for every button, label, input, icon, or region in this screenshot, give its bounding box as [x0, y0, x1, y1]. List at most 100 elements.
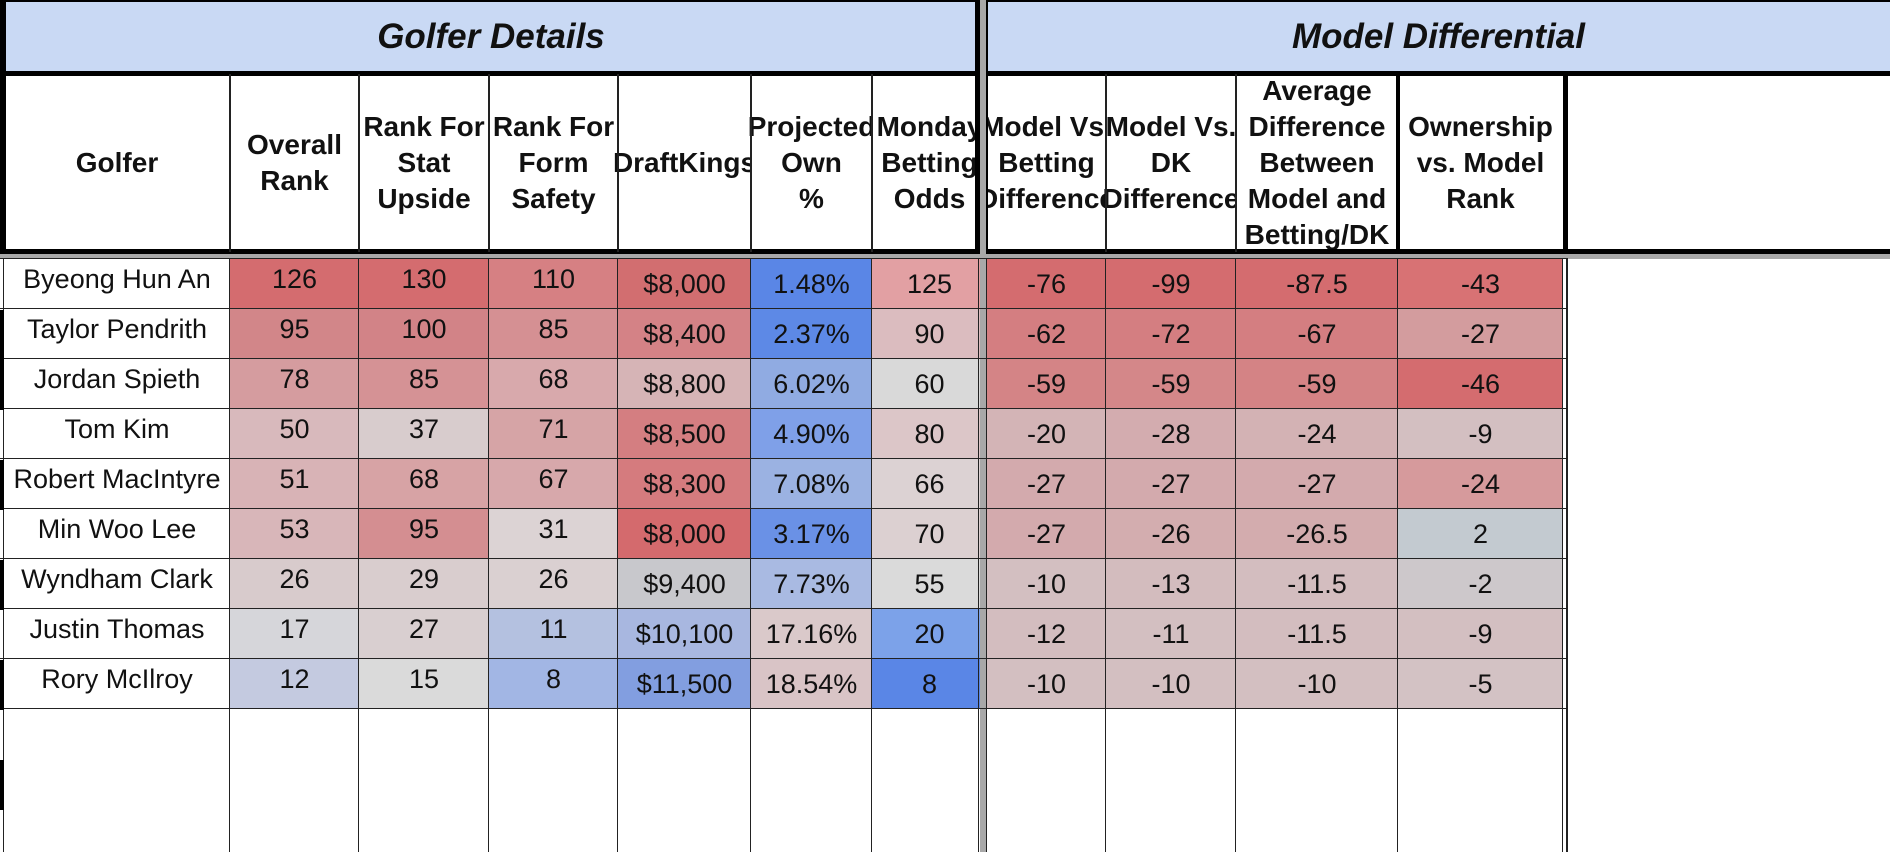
grid-line [488, 259, 489, 852]
cell-overall-rank: 126 [230, 259, 359, 309]
cell-golfer: Rory McIlroy [4, 659, 230, 709]
grid-line [871, 74, 873, 252]
cell-average-difference: -11.5 [1236, 559, 1398, 609]
grid-line [1396, 74, 1400, 254]
cell-average-difference: -87.5 [1236, 259, 1398, 309]
cell-projected-own: 7.08% [751, 459, 872, 509]
grid-line [1563, 74, 1568, 254]
cell-rank-stat-upside: 27 [359, 609, 489, 659]
cell-draftkings: $10,100 [618, 609, 751, 659]
cell-overall-rank: 12 [230, 659, 359, 709]
grid-line [1397, 259, 1398, 852]
cell-average-difference: -26.5 [1236, 509, 1398, 559]
cell-rank-form-safety: 71 [489, 409, 618, 459]
cell-ownership-vs-model-rank: -27 [1398, 309, 1563, 359]
grid-line [975, 0, 980, 254]
cell-golfer: Justin Thomas [4, 609, 230, 659]
cell-average-difference: -27 [1236, 459, 1398, 509]
grid-line [1235, 259, 1236, 852]
grid-line [0, 458, 1568, 459]
grid-line [1105, 259, 1106, 852]
grid-line [0, 560, 4, 610]
cell-model-vs-dk: -13 [1106, 559, 1236, 609]
cell-overall-rank: 26 [230, 559, 359, 609]
cell-projected-own: 7.73% [751, 559, 872, 609]
cell-model-vs-betting: -27 [987, 509, 1106, 559]
cell-model-vs-dk: -28 [1106, 409, 1236, 459]
cell-average-difference: -24 [1236, 409, 1398, 459]
cell-monday-betting-odds: 66 [872, 459, 987, 509]
grid-line [617, 74, 619, 252]
cell-golfer: Tom Kim [4, 409, 230, 459]
cell-rank-stat-upside: 37 [359, 409, 489, 459]
cell-model-vs-betting: -59 [987, 359, 1106, 409]
grid-line [3, 259, 4, 852]
header-model-vs-betting: Model Vs. Betting Difference [978, 74, 1115, 252]
header-average-difference: Average Difference Between Model and Bet… [1236, 74, 1398, 252]
cell-golfer: Jordan Spieth [4, 359, 230, 409]
cell-monday-betting-odds: 60 [872, 359, 987, 409]
cell-ownership-vs-model-rank: -43 [1398, 259, 1563, 309]
grid-line [0, 249, 1890, 254]
cell-monday-betting-odds: 70 [872, 509, 987, 559]
grid-line [1562, 259, 1563, 852]
grid-line [358, 74, 360, 252]
grid-line [358, 259, 359, 852]
grid-line [617, 259, 618, 852]
grid-line [0, 708, 1568, 709]
cell-overall-rank: 78 [230, 359, 359, 409]
cell-golfer: Byeong Hun An [4, 259, 230, 309]
cell-projected-own: 6.02% [751, 359, 872, 409]
cell-projected-own: 18.54% [751, 659, 872, 709]
cell-overall-rank: 50 [230, 409, 359, 459]
cell-ownership-vs-model-rank: -5 [1398, 659, 1563, 709]
header-rank-form-safety: Rank For Form Safety [489, 74, 618, 252]
grid-line [0, 258, 1568, 259]
cell-golfer: Wyndham Clark [4, 559, 230, 609]
cell-ownership-vs-model-rank: -2 [1398, 559, 1563, 609]
cell-rank-form-safety: 11 [489, 609, 618, 659]
header-draftkings: DraftKings [613, 74, 756, 252]
cell-average-difference: -10 [1236, 659, 1398, 709]
cell-ownership-vs-model-rank: -9 [1398, 409, 1563, 459]
cell-rank-form-safety: 26 [489, 559, 618, 609]
grid-line [980, 0, 986, 852]
cell-model-vs-dk: -59 [1106, 359, 1236, 409]
cell-monday-betting-odds: 80 [872, 409, 987, 459]
cell-rank-stat-upside: 85 [359, 359, 489, 409]
grid-line [0, 358, 1568, 359]
cell-model-vs-dk: -27 [1106, 459, 1236, 509]
grid-line [0, 508, 1568, 509]
grid-line [1235, 74, 1237, 252]
grid-line [986, 0, 988, 254]
cell-rank-stat-upside: 130 [359, 259, 489, 309]
grid-line [0, 408, 1568, 409]
cell-projected-own: 2.37% [751, 309, 872, 359]
cell-rank-stat-upside: 29 [359, 559, 489, 609]
grid-line [229, 74, 231, 252]
header-monday-betting-odds: Monday Betting Odds [872, 74, 987, 252]
cell-model-vs-betting: -12 [987, 609, 1106, 659]
cell-monday-betting-odds: 8 [872, 659, 987, 709]
cell-rank-form-safety: 110 [489, 259, 618, 309]
cell-projected-own: 1.48% [751, 259, 872, 309]
cell-model-vs-dk: -72 [1106, 309, 1236, 359]
grid-line [0, 558, 1568, 559]
cell-monday-betting-odds: 125 [872, 259, 987, 309]
grid-line [1105, 74, 1107, 252]
grid-line [0, 308, 1568, 309]
cell-overall-rank: 51 [230, 459, 359, 509]
cell-monday-betting-odds: 55 [872, 559, 987, 609]
cell-model-vs-dk: -26 [1106, 509, 1236, 559]
cell-rank-form-safety: 31 [489, 509, 618, 559]
grid-line [750, 259, 751, 852]
cell-overall-rank: 95 [230, 309, 359, 359]
cell-projected-own: 4.90% [751, 409, 872, 459]
cell-draftkings: $8,000 [618, 509, 751, 559]
cell-monday-betting-odds: 20 [872, 609, 987, 659]
cell-model-vs-dk: -10 [1106, 659, 1236, 709]
cell-draftkings: $8,000 [618, 259, 751, 309]
cell-ownership-vs-model-rank: -46 [1398, 359, 1563, 409]
section-title-golfer-details: Golfer Details [4, 0, 978, 73]
grid-line [1566, 259, 1568, 852]
